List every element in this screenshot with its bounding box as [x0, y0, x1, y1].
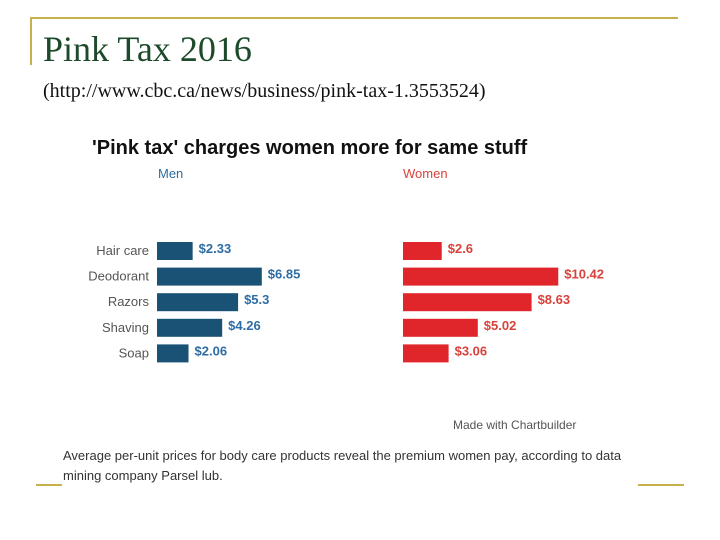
- bottom-left-line: [36, 484, 62, 486]
- value-label-men-soap: $2.06: [195, 343, 228, 358]
- category-label-razors: Razors: [108, 294, 150, 309]
- bar-men-shaving: [157, 318, 223, 337]
- bar-women-razors: [403, 293, 532, 312]
- value-label-men-shaving: $4.26: [228, 318, 261, 333]
- bar-women-shaving: [403, 318, 478, 337]
- bar-women-soap: [403, 344, 449, 363]
- bar-men-soap: [157, 344, 189, 363]
- chart-title: 'Pink tax' charges women more for same s…: [92, 137, 528, 159]
- bottom-right-line: [638, 484, 684, 486]
- left-border-line: [30, 17, 32, 65]
- value-label-men-razors: $5.3: [244, 292, 269, 307]
- bar-men-hair-care: [157, 242, 193, 260]
- value-label-women-shaving: $5.02: [484, 318, 517, 333]
- slide-subtitle: (http://www.cbc.ca/news/business/pink-ta…: [43, 80, 486, 102]
- value-label-women-soap: $3.06: [455, 343, 488, 358]
- bar-women-hair-care: [403, 242, 442, 260]
- value-label-women-razors: $8.63: [538, 292, 571, 307]
- chart-credit: Made with Chartbuilder: [453, 418, 576, 432]
- value-label-men-deodorant: $6.85: [268, 267, 301, 282]
- category-label-hair-care: Hair care: [96, 243, 149, 258]
- value-label-women-hair-care: $2.6: [448, 241, 473, 256]
- legend-women: Women: [403, 166, 448, 181]
- category-label-shaving: Shaving: [102, 320, 149, 335]
- slide-title: Pink Tax 2016: [43, 29, 252, 69]
- legend-men: Men: [158, 166, 183, 181]
- category-label-soap: Soap: [119, 345, 149, 360]
- chart-caption: Average per-unit prices for body care pr…: [63, 448, 622, 483]
- value-label-men-hair-care: $2.33: [199, 241, 232, 256]
- bar-men-deodorant: [157, 267, 262, 286]
- top-border-line: [30, 17, 678, 19]
- category-label-deodorant: Deodorant: [88, 269, 149, 284]
- value-label-women-deodorant: $10.42: [564, 267, 604, 282]
- bar-women-deodorant: [403, 267, 559, 286]
- bar-men-razors: [157, 293, 239, 312]
